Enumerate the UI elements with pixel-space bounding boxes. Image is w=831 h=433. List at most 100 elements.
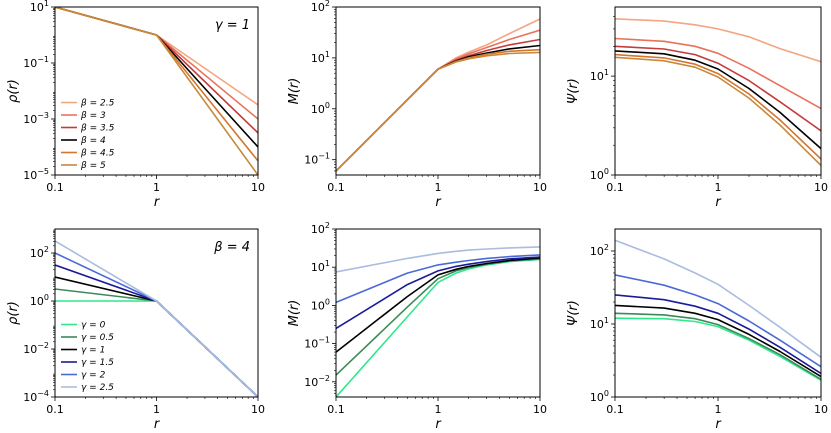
x-tick-label: 10 [814,403,828,416]
y-tick-label: 10−4 [23,389,49,404]
y-tick-label: 10−1 [23,55,49,70]
series-line-3 [336,44,540,172]
series-group [55,7,258,175]
series-line-5 [55,240,258,397]
legend-label: β = 2.5 [80,99,115,109]
x-tick-label: 0.1 [606,181,624,194]
legend-label: β = 3 [80,111,106,121]
x-tick-label: 10 [814,181,828,194]
y-tick-label: 102 [30,245,49,260]
x-tick-label: 1 [435,181,442,194]
panel-bottom-right: 0.1 1 10 100 101 102 r Ψ(r) [566,228,828,432]
x-tick-label: 1 [153,181,160,194]
y-axis-label: Ψ(r) [566,78,581,104]
y-tick-label: 101 [311,50,330,65]
legend-label: γ = 0 [81,321,106,331]
series-line-4 [336,254,540,304]
panel-annotation: γ = 1 [215,18,250,33]
series-line-1 [615,312,821,380]
x-axis-label: r [435,417,442,432]
x-axis-label: r [715,417,722,432]
x-tick-label: 1 [715,181,722,194]
series-line-5 [336,246,540,273]
x-tick-label: 1 [435,403,442,416]
series-group [55,240,258,397]
series-line-2 [615,304,821,378]
x-axis-label: r [154,195,161,210]
series-line-1 [336,258,540,376]
x-tick-label: 10 [251,403,265,416]
series-line-3 [615,50,821,150]
y-axis-label: ρ(r) [6,79,21,103]
y-tick-label: 100 [590,167,609,182]
panel-annotation: β = 4 [213,240,250,255]
y-tick-label: 10−1 [304,152,330,167]
y-tick-label: 10−5 [23,167,49,182]
series-line-5 [336,51,540,172]
legend-label: γ = 1 [81,346,105,356]
y-axis-label: M(r) [287,78,302,105]
series-line-0 [615,317,821,381]
panel-top-right: 0.1 1 10 100 101 r Ψ(r) [566,6,828,210]
series-group [336,18,540,172]
x-axis-label: r [435,195,442,210]
series-line-2 [336,38,540,172]
x-tick-label: 0.1 [606,403,624,416]
legend: β = 2.5 β = 3 β = 3.5 β = 4 β = 4.5 β = 5 [61,99,115,171]
series-line-0 [615,18,821,63]
series-line-1 [55,288,258,397]
legend-label: β = 3.5 [80,124,115,134]
y-tick-label: 101 [311,259,330,274]
y-tick-label: 10−3 [23,111,49,126]
legend: γ = 0 γ = 0.5 γ = 1 γ = 1.5 γ = 2 γ = 2.5 [61,321,114,393]
panel-bottom-middle: 0.1 1 10 10−2 10−1 100 101 102 r M(r) [287,221,547,432]
y-tick-label: 100 [590,389,609,404]
y-tick-label: 101 [30,0,49,14]
series-line-2 [615,45,821,132]
y-tick-label: 102 [311,0,330,14]
panel-top-left: 0.1 1 10 10−5 10−3 10−1 101 r ρ(r) γ = 1 β = 2.5 β … [6,0,265,210]
series-group [615,18,821,166]
x-tick-label: 10 [533,403,547,416]
series-line-4 [336,48,540,172]
x-tick-label: 1 [153,403,160,416]
x-tick-label: 10 [533,181,547,194]
series-line-3 [615,294,821,375]
y-axis-label: ρ(r) [6,301,21,325]
series-group [336,246,540,397]
series-line-4 [615,53,821,160]
series-line-1 [615,37,821,110]
legend-label: γ = 0.5 [81,333,114,343]
series-line-5 [55,7,258,175]
legend-label: β = 4.5 [80,149,115,159]
x-tick-label: 0.1 [327,181,345,194]
legend-label: β = 5 [80,161,106,171]
y-axis-label: Ψ(r) [566,300,581,326]
y-tick-label: 10−2 [304,374,330,389]
x-axis-label: r [715,195,722,210]
y-tick-label: 100 [311,297,330,312]
legend-label: γ = 2 [81,371,106,381]
plot-frame [335,6,541,176]
y-tick-label: 100 [311,101,330,116]
series-line-3 [336,256,540,330]
x-tick-label: 0.1 [327,403,345,416]
legend-label: γ = 1.5 [81,358,114,368]
x-axis-label: r [154,417,161,432]
y-tick-label: 10−2 [23,341,49,356]
series-line-4 [615,274,821,368]
series-line-5 [615,239,821,358]
y-tick-label: 101 [590,316,609,331]
series-group [615,239,821,381]
x-tick-label: 10 [251,181,265,194]
y-tick-label: 100 [30,293,49,308]
series-line-5 [615,56,821,166]
series-line-2 [336,257,540,353]
y-tick-label: 102 [590,243,609,258]
legend-label: γ = 2.5 [81,383,114,393]
y-axis-label: M(r) [287,300,302,327]
x-tick-label: 1 [715,403,722,416]
y-tick-label: 102 [311,221,330,236]
x-tick-label: 0.1 [46,181,64,194]
